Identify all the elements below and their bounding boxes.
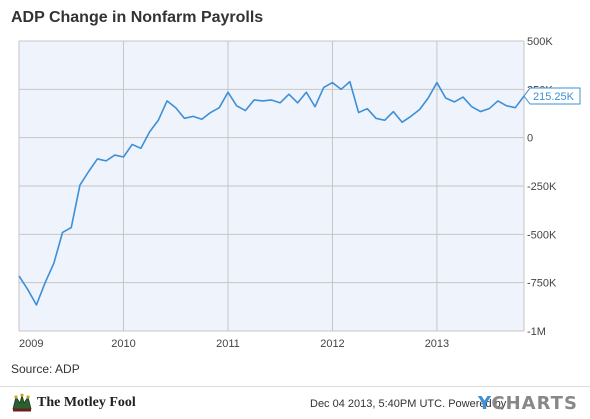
- jester-hat-icon: [12, 393, 32, 412]
- y-tick-label: -500K: [527, 229, 557, 241]
- y-tick-label: -750K: [527, 278, 557, 290]
- series-line: [18, 80, 525, 306]
- x-tick-label: 2010: [111, 338, 135, 350]
- x-tick-label: 2013: [425, 338, 449, 350]
- chart-title: ADP Change in Nonfarm Payrolls: [11, 9, 264, 26]
- motley-fool-brand[interactable]: The Motley Fool: [11, 392, 136, 414]
- y-tick-label: 0: [527, 133, 533, 145]
- x-tick-label: 2012: [320, 338, 344, 350]
- last-value-pointer: [523, 87, 581, 105]
- ycharts-logo-y: Y: [478, 393, 492, 414]
- brand-name: The Motley Fool: [37, 395, 136, 410]
- y-axis: 500K250K0-250K-500K-750K-1M: [527, 36, 557, 338]
- chart: 500K250K0-250K-500K-750K-1M 200920102011…: [18, 36, 581, 350]
- source-note: Source: ADP: [11, 362, 80, 376]
- y-tick-label: 500K: [527, 36, 553, 48]
- y-tick-label: -1M: [527, 326, 546, 338]
- x-gridlines: [18, 41, 525, 331]
- x-axis: 2009 2010 2011 2012 2013: [19, 338, 449, 350]
- last-value-label: 215.25K: [523, 87, 581, 105]
- footer-divider: [0, 386, 590, 387]
- timestamp: Dec 04 2013, 5:40PM UTC.: [310, 398, 446, 410]
- ycharts-logo[interactable]: YCHARTS: [478, 393, 578, 414]
- ycharts-logo-text: CHARTS: [491, 393, 578, 414]
- x-tick-label: 2009: [19, 338, 43, 350]
- last-value-text: 215.25K: [533, 91, 575, 103]
- y-tick-label: -250K: [527, 181, 557, 193]
- powered-by-label: Powered by: [448, 398, 507, 410]
- x-tick-label: 2011: [216, 338, 240, 350]
- footer-attribution: Dec 04 2013, 5:40PM UTC. Powered by: [310, 398, 506, 410]
